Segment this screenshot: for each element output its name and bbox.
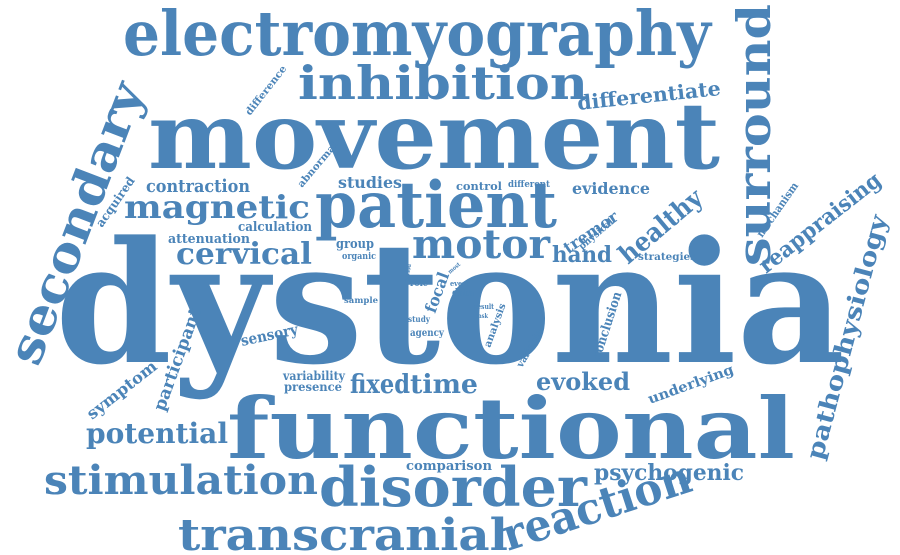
word-time: time xyxy=(410,370,478,400)
word-variability: variability xyxy=(282,369,346,383)
word-period: period xyxy=(403,263,413,283)
word-surround: surround xyxy=(727,4,781,266)
word-hand: hand xyxy=(552,242,612,268)
word-stimulation: stimulation xyxy=(44,457,318,504)
word-calculation: calculation xyxy=(238,220,312,235)
word-data: data xyxy=(452,288,474,299)
word-presence: presence xyxy=(284,380,342,394)
word-transcranial: transcranial xyxy=(178,510,508,555)
word-task: task xyxy=(476,313,489,320)
word-fixed: fixed xyxy=(350,370,410,400)
word-control: control xyxy=(456,180,502,193)
word-dystonia: dystonia xyxy=(55,204,845,402)
word-psychogenic: psychogenic xyxy=(594,460,744,486)
word-studies: studies xyxy=(338,173,402,192)
word-event: event xyxy=(450,279,471,288)
word-organic: organic xyxy=(342,252,376,262)
word-contraction: contraction xyxy=(146,176,250,197)
word-study: study xyxy=(408,314,430,324)
word-attenuation: attenuation xyxy=(168,232,251,247)
word-movement: movement xyxy=(148,82,721,190)
word-role: role xyxy=(410,278,428,289)
word-motor: motor xyxy=(412,221,551,268)
word-evidence: evidence xyxy=(572,179,650,198)
word-different: different xyxy=(508,180,551,190)
word-cervical: cervical xyxy=(176,237,312,272)
word-agency: agency xyxy=(410,328,445,339)
word-evoked: evoked xyxy=(536,367,630,396)
word-potential: potential xyxy=(86,417,228,450)
word-inhibition: inhibition xyxy=(298,56,588,110)
word-sample: sample xyxy=(344,295,378,305)
word-strategies: strategies xyxy=(638,252,696,263)
word-result: result xyxy=(474,302,495,311)
word-patient: patient xyxy=(315,168,557,243)
word-functional: functional xyxy=(227,379,795,478)
word-comparison: comparison xyxy=(406,459,493,474)
word-group: group xyxy=(336,237,374,252)
word-disorder: disorder xyxy=(319,455,588,519)
word-magnetic: magnetic xyxy=(124,188,310,226)
word-electromyography: electromyography xyxy=(123,0,713,70)
